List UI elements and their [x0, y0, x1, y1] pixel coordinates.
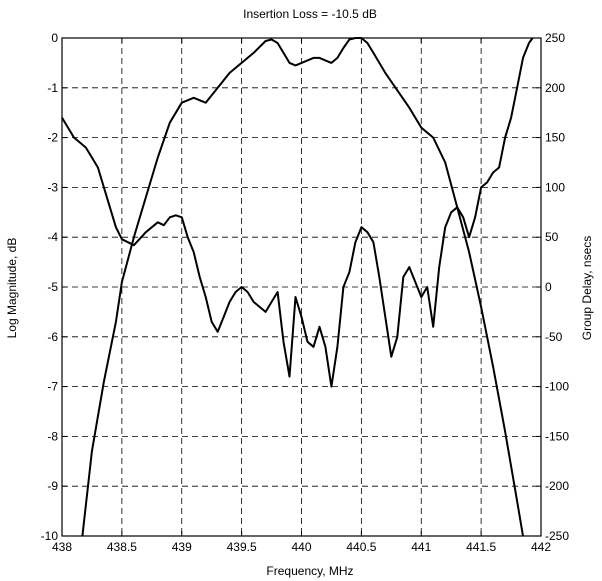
y-right-tick-label: 250	[545, 31, 565, 45]
series-line-group-delay	[61, 37, 534, 388]
plot-frame	[61, 37, 542, 537]
y-right-axis-ticks: 250 200 150 100 50 0 -50 -100 -150 -200 -250	[536, 31, 569, 543]
x-axis-ticks: 438 438.5 439 439.5 440 440.5 441 441.5 442	[52, 38, 551, 554]
y-left-tick-label: -3	[47, 180, 58, 194]
y-right-tick-label: 50	[545, 230, 559, 244]
y-left-tick-label: 0	[51, 31, 58, 45]
y-left-axis-label: Log Magnitude, dB	[5, 238, 19, 339]
x-tick-label: 440.5	[346, 540, 376, 554]
x-tick-label: 441	[411, 540, 431, 554]
x-tick-label: 439	[172, 540, 192, 554]
y-right-tick-label: 150	[545, 131, 565, 145]
series-lines	[61, 37, 534, 537]
y-right-tick-label: -250	[545, 529, 569, 543]
y-left-tick-label: -9	[47, 479, 58, 493]
x-axis-label: Frequency, MHz	[266, 564, 353, 578]
series-line-log-magnitude	[81, 37, 524, 537]
y-left-tick-label: -10	[41, 529, 59, 543]
y-right-tick-label: -100	[545, 380, 569, 394]
y-right-axis-label: Group Delay, nsecs	[580, 236, 594, 341]
x-tick-label: 439.5	[227, 540, 257, 554]
y-right-tick-label: 100	[545, 180, 565, 194]
y-right-tick-label: -200	[545, 479, 569, 493]
x-tick-label: 440	[291, 540, 311, 554]
y-right-tick-label: -150	[545, 429, 569, 443]
y-left-tick-label: -5	[47, 280, 58, 294]
y-left-tick-label: -6	[47, 330, 58, 344]
y-left-tick-label: -8	[47, 429, 58, 443]
grid	[62, 38, 541, 536]
y-left-tick-label: -2	[47, 131, 58, 145]
y-left-tick-label: -1	[47, 81, 58, 95]
chart-title: Insertion Loss = -10.5 dB	[243, 7, 377, 21]
y-left-axis-ticks: 0 -1 -2 -3 -4 -5 -6 -7 -8 -9 -10	[41, 31, 67, 543]
x-tick-label: 442	[531, 540, 551, 554]
y-left-tick-label: -7	[47, 380, 58, 394]
y-right-tick-label: -50	[545, 330, 563, 344]
y-left-tick-label: -4	[47, 230, 58, 244]
y-right-tick-label: 200	[545, 81, 565, 95]
x-tick-label: 441.5	[466, 540, 496, 554]
x-tick-label: 438	[52, 540, 72, 554]
x-tick-label: 438.5	[107, 540, 137, 554]
y-right-tick-label: 0	[545, 280, 552, 294]
